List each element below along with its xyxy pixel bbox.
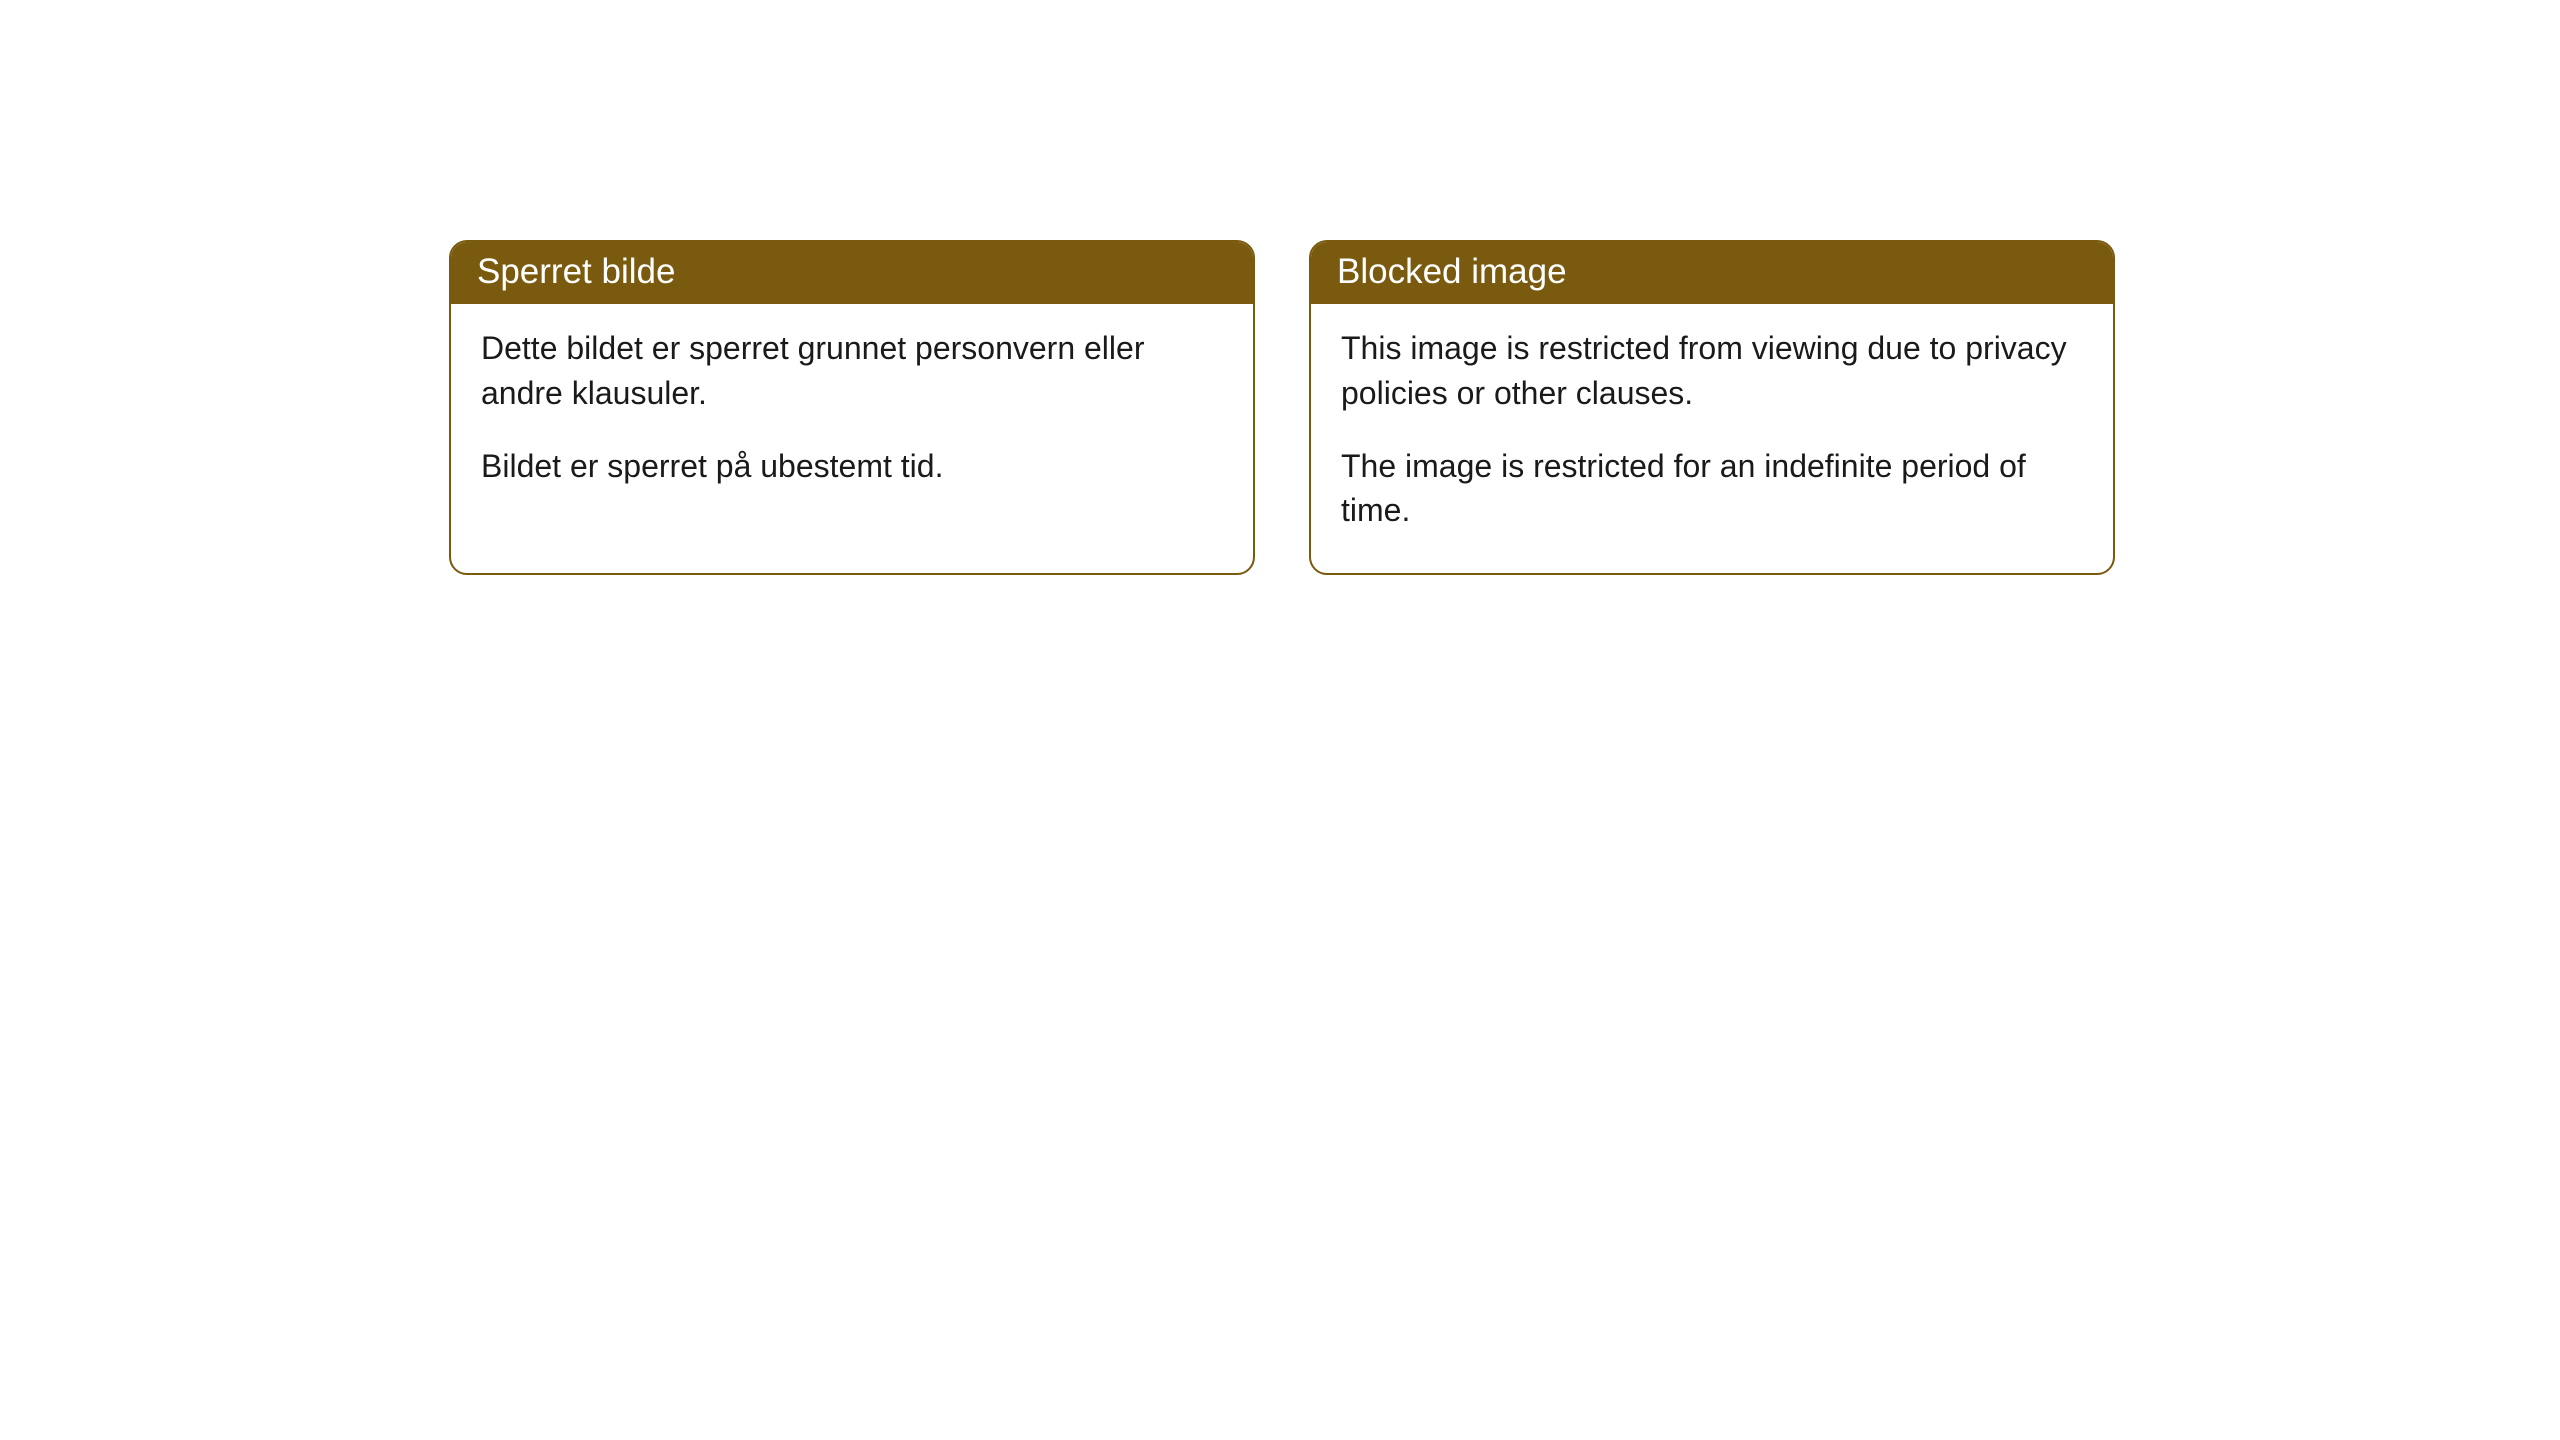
notice-text-1: This image is restricted from viewing du…	[1341, 326, 2083, 416]
notice-text-2: Bildet er sperret på ubestemt tid.	[481, 444, 1223, 489]
notice-card-english: Blocked image This image is restricted f…	[1309, 240, 2115, 575]
notice-text-2: The image is restricted for an indefinit…	[1341, 444, 2083, 534]
notice-body-english: This image is restricted from viewing du…	[1311, 304, 2113, 573]
notice-container: Sperret bilde Dette bildet er sperret gr…	[0, 0, 2560, 575]
notice-header-norwegian: Sperret bilde	[451, 242, 1253, 304]
notice-header-english: Blocked image	[1311, 242, 2113, 304]
notice-text-1: Dette bildet er sperret grunnet personve…	[481, 326, 1223, 416]
notice-body-norwegian: Dette bildet er sperret grunnet personve…	[451, 304, 1253, 528]
notice-card-norwegian: Sperret bilde Dette bildet er sperret gr…	[449, 240, 1255, 575]
